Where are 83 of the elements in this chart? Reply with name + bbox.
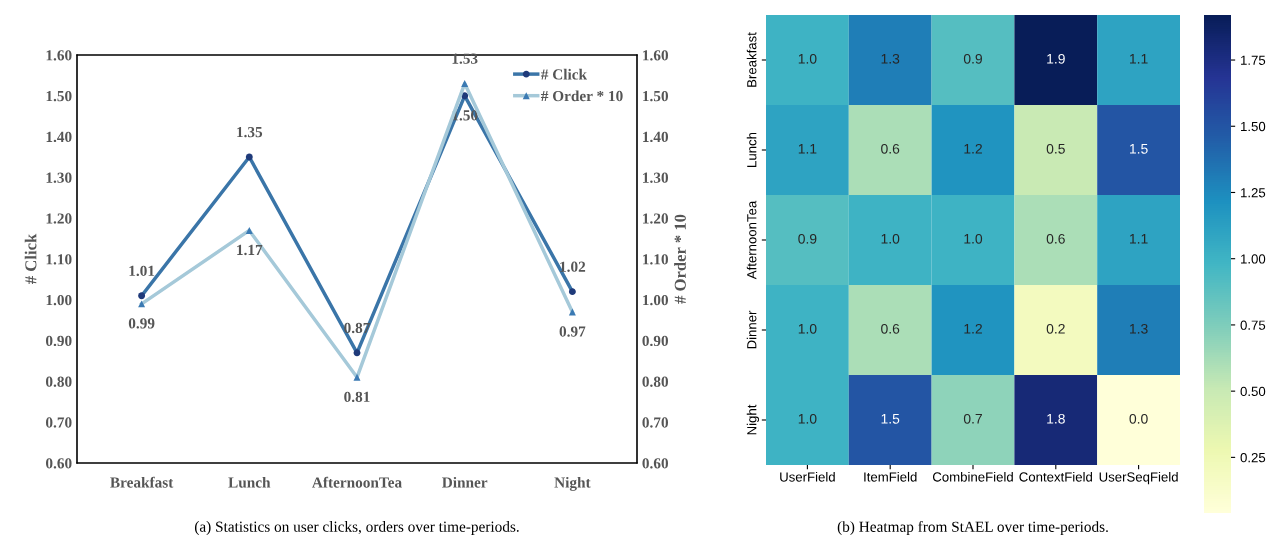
- x-tick-label: Breakfast: [110, 476, 174, 488]
- x-tick-label: UserSeqField: [1099, 471, 1178, 485]
- legend-label: # Order * 10: [540, 90, 623, 102]
- text: (b) Heatmap from StAEL over time-periods.: [837, 520, 1108, 536]
- y2-tick-label: 1.20: [643, 213, 669, 224]
- y-axis-title: # Click: [24, 233, 37, 285]
- y-tick-label: Lunch: [746, 132, 757, 167]
- data-label: 1.2: [964, 323, 982, 334]
- y-tick-label: 0.80: [45, 376, 72, 387]
- x-tick-label: UserField: [780, 471, 835, 482]
- y2-tick-label: 1.30: [643, 172, 669, 183]
- data-label: 1.0: [798, 323, 817, 334]
- y2-tick-label: 0.60: [642, 458, 669, 469]
- y2-tick-label: 1.60: [643, 50, 669, 61]
- data-label: 1.01: [129, 265, 155, 277]
- x-tick-label: AfternoonTea: [312, 476, 402, 488]
- y-tick-label: 0.70: [45, 417, 72, 428]
- data-label: 0.0: [1129, 413, 1148, 424]
- data-label: 1.0: [798, 53, 817, 64]
- text: (a) Statistics on user clicks, orders over time-periods.: [194, 521, 519, 535]
- data-label: 1.17: [237, 244, 263, 256]
- data-label: 1.35: [237, 126, 263, 138]
- data-label: 0.97: [559, 326, 586, 337]
- data-label: 1.0: [881, 233, 900, 244]
- y-tick-label: 1.30: [46, 172, 72, 183]
- data-label: 1.1: [798, 144, 817, 154]
- x-tick-label: Dinner: [442, 476, 488, 488]
- color-bar-label: 1.75: [1241, 55, 1266, 65]
- x-tick-label: Night: [554, 476, 591, 491]
- data-label: 0.7: [963, 413, 982, 424]
- data-label: 0.5: [1046, 143, 1065, 154]
- data-label: 1.9: [1047, 53, 1065, 64]
- x-tick-label: ItemField: [864, 471, 917, 482]
- color-bar-label: 0.75: [1240, 320, 1266, 330]
- y-tick-label: 1.10: [46, 254, 72, 265]
- y-tick-label: 1.20: [46, 213, 72, 224]
- data-label: 1.5: [1130, 144, 1148, 154]
- color-bar-label: 0.50: [1240, 386, 1266, 397]
- data-label: 1.5: [881, 414, 900, 424]
- data-label: 1.53: [452, 53, 478, 64]
- y2-tick-label: 0.70: [642, 417, 669, 428]
- y2-tick-label: 1.50: [643, 90, 669, 102]
- y-tick-label: AfternoonTea: [746, 200, 757, 280]
- y-tick-label: Dinner: [746, 310, 757, 349]
- data-label: 0.6: [881, 143, 900, 154]
- data-label: 1.3: [1130, 323, 1148, 334]
- data-label: 1.8: [1047, 413, 1065, 424]
- data-label: 0.9: [798, 233, 817, 244]
- x-tick-label: Lunch: [228, 476, 271, 488]
- y-tick-label: Night: [746, 404, 760, 435]
- data-label: 0.81: [344, 391, 370, 403]
- data-label: 1.0: [798, 413, 817, 424]
- color-bar-label: 1.50: [1241, 121, 1266, 132]
- y2-tick-label: 1.40: [643, 131, 669, 143]
- y2-tick-label: 1.00: [643, 294, 669, 306]
- y-tick-label: 0.90: [45, 335, 72, 347]
- y2-axis-title: # Order * 10: [674, 214, 686, 304]
- color-bar-label: 0.25: [1240, 452, 1266, 463]
- data-label: 1.1: [1130, 54, 1148, 64]
- y-tick-label: 1.40: [46, 131, 72, 143]
- y-tick-label: 1.60: [46, 50, 72, 61]
- data-label: 1.2: [964, 143, 982, 154]
- data-label: 0.6: [1046, 233, 1065, 244]
- data-label: 1.1: [1130, 234, 1148, 244]
- legend-label: # Click: [540, 68, 588, 80]
- x-tick-label: ContextField: [1019, 471, 1092, 482]
- data-label: 1.0: [964, 233, 983, 244]
- data-label: 1.02: [560, 261, 586, 272]
- y-tick-label: 1.00: [46, 294, 72, 306]
- x-tick-label: CombineField: [932, 471, 1013, 482]
- data-label: 0.6: [881, 323, 900, 334]
- data-label: 0.9: [963, 53, 982, 64]
- y-tick-label: 1.50: [46, 90, 72, 102]
- y2-tick-label: 1.10: [643, 254, 669, 265]
- data-label: 0.2: [1046, 323, 1065, 334]
- y2-tick-label: 0.80: [642, 376, 669, 387]
- y2-tick-label: 0.90: [642, 335, 669, 347]
- color-bar-label: 1.25: [1241, 188, 1266, 198]
- data-label: 1.3: [881, 53, 900, 64]
- y-tick-label: Breakfast: [746, 32, 757, 87]
- color-bar-label: 1.00: [1241, 254, 1266, 264]
- y-tick-label: 0.60: [45, 458, 72, 469]
- data-label: 0.99: [128, 318, 155, 329]
